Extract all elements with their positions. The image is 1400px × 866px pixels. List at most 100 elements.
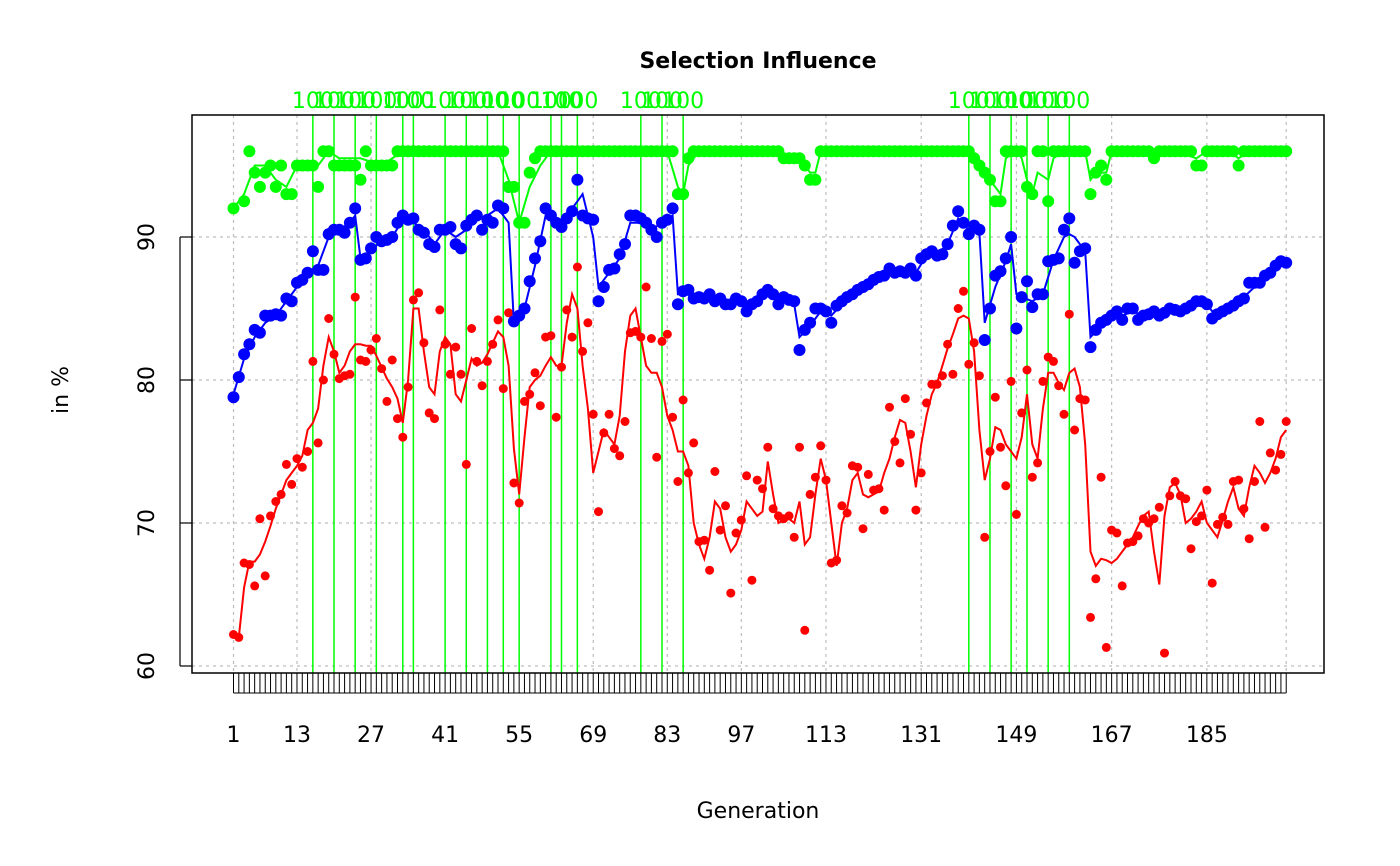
series-layer (227, 145, 1293, 658)
x-tick-label: 185 (1186, 723, 1228, 748)
data-point (832, 555, 842, 565)
data-point (371, 334, 381, 343)
data-point (1244, 534, 1254, 544)
data-point (338, 226, 351, 239)
data-point (488, 339, 498, 349)
data-point (721, 501, 730, 511)
data-point (1202, 485, 1212, 495)
data-point (984, 302, 996, 315)
data-point (858, 524, 868, 534)
data-point (403, 382, 413, 392)
data-point (281, 459, 291, 469)
data-point (1255, 417, 1265, 426)
data-point (518, 216, 531, 229)
data-point (587, 213, 600, 226)
data-point (377, 364, 387, 374)
data-point (662, 329, 672, 339)
x-tick-label: 97 (727, 723, 755, 748)
x-tick-label: 55 (505, 723, 533, 748)
marker-label: 100 (466, 89, 508, 114)
data-point (657, 336, 667, 346)
data-point (689, 438, 699, 448)
data-point (435, 305, 445, 315)
data-point (1126, 302, 1139, 315)
data-point (1112, 528, 1122, 538)
data-point (583, 318, 593, 328)
data-point (1033, 458, 1043, 468)
series-line (233, 290, 1288, 639)
data-point (608, 262, 621, 275)
data-point (804, 316, 817, 329)
marker-label: 100 (556, 89, 598, 114)
data-point (1280, 145, 1293, 158)
data-point (467, 324, 477, 333)
data-point (271, 497, 281, 506)
data-point (1234, 475, 1244, 485)
data-point (1186, 544, 1196, 554)
data-point (682, 283, 695, 296)
data-point (349, 202, 362, 215)
data-point (1197, 511, 1207, 521)
data-point (671, 298, 684, 311)
x-tick-label: 131 (900, 723, 942, 748)
data-point (530, 368, 540, 378)
data-point (1084, 188, 1097, 201)
data-point (482, 356, 492, 366)
data-point (1101, 642, 1111, 652)
data-point (1070, 425, 1080, 435)
data-point (1010, 322, 1023, 335)
marker-label: 100 (334, 89, 376, 114)
data-point (430, 414, 439, 424)
data-point (497, 145, 510, 158)
data-point (266, 511, 275, 521)
x-axis-title: Generation (697, 799, 820, 824)
marker-label: 100 (498, 89, 540, 114)
data-point (906, 429, 916, 439)
data-point (742, 471, 752, 481)
y-axis-title: in % (49, 366, 74, 414)
data-point (253, 326, 266, 339)
data-point (287, 479, 297, 489)
data-point (948, 369, 958, 379)
data-point (507, 180, 520, 193)
data-point (349, 159, 362, 172)
data-point (1001, 481, 1011, 491)
data-point (424, 408, 434, 418)
data-point (253, 180, 266, 193)
data-point (534, 235, 547, 248)
data-point (922, 398, 931, 408)
data-point (477, 381, 487, 391)
data-point (652, 452, 662, 462)
data-point (301, 266, 314, 279)
data-point (1212, 519, 1222, 529)
data-point (359, 145, 372, 158)
data-point (985, 447, 995, 456)
data-point (1200, 298, 1213, 311)
marker-label: 100 (1006, 89, 1048, 114)
data-point (428, 241, 441, 253)
y-axis: 60 70 80 90 (135, 223, 192, 680)
data-point (382, 396, 392, 406)
data-point (285, 188, 298, 201)
data-point (900, 394, 910, 404)
data-point (1017, 408, 1027, 418)
data-point (306, 245, 319, 258)
data-point (800, 625, 810, 635)
data-point (1064, 309, 1074, 319)
data-point (365, 242, 377, 255)
data-point (1265, 448, 1275, 458)
data-point (440, 339, 450, 349)
data-point (964, 359, 974, 369)
data-point (1038, 376, 1048, 386)
data-point (969, 338, 979, 348)
data-point (408, 295, 418, 305)
data-point (683, 468, 693, 478)
marker-label: 100 (540, 89, 582, 114)
data-point (1059, 409, 1069, 419)
data-point (417, 226, 430, 239)
data-point (699, 535, 709, 545)
x-tick-label: 69 (579, 723, 607, 748)
data-point (297, 462, 307, 472)
data-point (308, 356, 318, 366)
x-tick-label: 13 (283, 723, 311, 748)
